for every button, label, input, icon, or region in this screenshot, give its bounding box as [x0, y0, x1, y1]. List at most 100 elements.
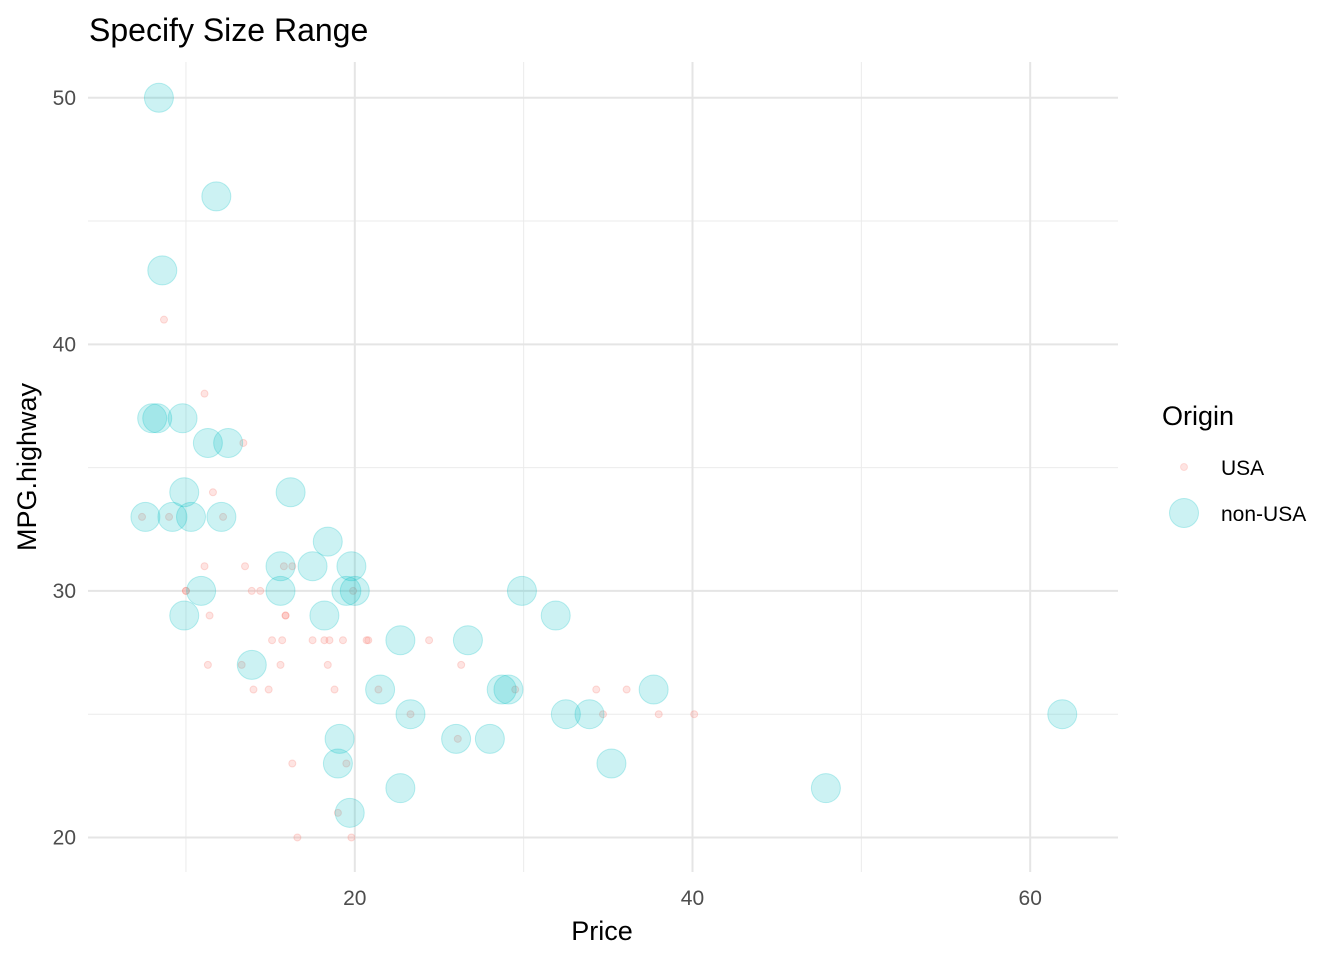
point-usa: [181, 586, 190, 595]
point-non-usa: [312, 526, 343, 557]
point-usa: [200, 389, 209, 398]
point-usa: [138, 512, 147, 521]
point-usa: [249, 685, 258, 694]
point-usa: [325, 636, 334, 645]
point-non-usa: [339, 575, 370, 606]
point-non-usa: [137, 403, 168, 434]
point-non-usa: [157, 501, 188, 532]
point-non-usa: [147, 255, 178, 286]
point-usa: [347, 833, 356, 842]
point-non-usa: [336, 551, 367, 582]
point-usa: [349, 586, 358, 595]
point-non-usa: [265, 551, 296, 582]
point-usa: [330, 685, 339, 694]
point-usa: [241, 562, 250, 571]
point-non-usa: [493, 674, 524, 705]
point-usa: [308, 636, 317, 645]
point-non-usa: [385, 625, 416, 656]
point-non-usa: [143, 82, 174, 113]
point-usa: [362, 636, 371, 645]
point-non-usa: [130, 501, 161, 532]
point-non-usa: [334, 797, 365, 828]
point-usa: [200, 562, 209, 571]
point-usa: [278, 636, 287, 645]
point-non-usa: [167, 403, 198, 434]
point-non-usa: [169, 600, 200, 631]
point-usa: [219, 512, 228, 521]
point-non-usa: [810, 773, 841, 804]
point-non-usa: [1047, 699, 1078, 730]
point-non-usa: [452, 625, 483, 656]
legend-key-usa: [1180, 463, 1188, 471]
point-usa: [364, 636, 373, 645]
point-non-usa: [638, 674, 669, 705]
point-usa: [281, 611, 290, 620]
point-usa: [268, 636, 277, 645]
point-non-usa: [385, 773, 416, 804]
y-tick-label: 40: [53, 333, 76, 356]
x-tick-label: 60: [1019, 887, 1042, 910]
point-usa: [599, 710, 607, 719]
point-usa: [165, 512, 174, 521]
y-tick-label: 50: [53, 87, 76, 110]
point-usa: [205, 611, 214, 620]
point-usa: [181, 586, 190, 595]
point-non-usa: [596, 748, 627, 779]
point-usa: [654, 710, 663, 719]
legend-key-non-usa: [1169, 498, 1199, 528]
point-non-usa: [192, 427, 223, 458]
point-usa: [288, 562, 297, 571]
point-non-usa: [441, 723, 472, 754]
point-usa: [333, 808, 342, 817]
point-non-usa: [201, 181, 232, 212]
point-non-usa: [186, 575, 217, 606]
point-non-usa: [486, 674, 517, 705]
point-non-usa: [540, 600, 571, 631]
x-tick-label: 20: [343, 887, 366, 910]
point-non-usa: [206, 501, 237, 532]
x-axis-title: Price: [571, 916, 633, 946]
point-non-usa: [213, 427, 244, 458]
point-usa: [406, 710, 415, 719]
point-non-usa: [574, 699, 605, 730]
point-usa: [323, 660, 332, 669]
legend-label-usa: USA: [1221, 457, 1264, 480]
point-usa: [425, 636, 434, 645]
legend-label-non-usa: non-USA: [1221, 503, 1306, 526]
y-tick-label: 20: [53, 826, 76, 849]
point-usa: [256, 586, 265, 595]
point-usa: [264, 685, 273, 694]
point-usa: [293, 833, 302, 842]
point-usa: [281, 611, 290, 620]
point-non-usa: [297, 551, 328, 582]
point-non-usa: [169, 477, 200, 508]
point-non-usa: [474, 723, 505, 754]
point-usa: [374, 685, 383, 694]
y-tick-label: 30: [53, 580, 76, 603]
point-usa: [320, 636, 329, 645]
point-non-usa: [506, 575, 537, 606]
point-non-usa: [275, 477, 306, 508]
point-non-usa: [322, 748, 353, 779]
legend-title: Origin: [1162, 401, 1234, 431]
point-usa: [592, 685, 601, 694]
point-non-usa: [309, 600, 340, 631]
point-usa: [239, 438, 248, 447]
point-non-usa: [324, 723, 355, 754]
point-usa: [237, 660, 246, 669]
y-axis-ticks: 20 30 40 50: [53, 87, 76, 850]
point-usa: [208, 488, 217, 497]
point-non-usa: [395, 699, 426, 730]
point-usa: [511, 685, 520, 694]
plot-points: [130, 82, 1078, 842]
point-non-usa: [365, 674, 396, 705]
point-usa: [690, 710, 699, 719]
point-non-usa: [265, 575, 296, 606]
point-non-usa: [176, 501, 206, 532]
point-usa: [622, 685, 631, 694]
point-non-usa: [236, 649, 267, 680]
point-non-usa: [550, 699, 581, 730]
point-usa: [457, 660, 466, 669]
point-usa: [279, 562, 288, 571]
